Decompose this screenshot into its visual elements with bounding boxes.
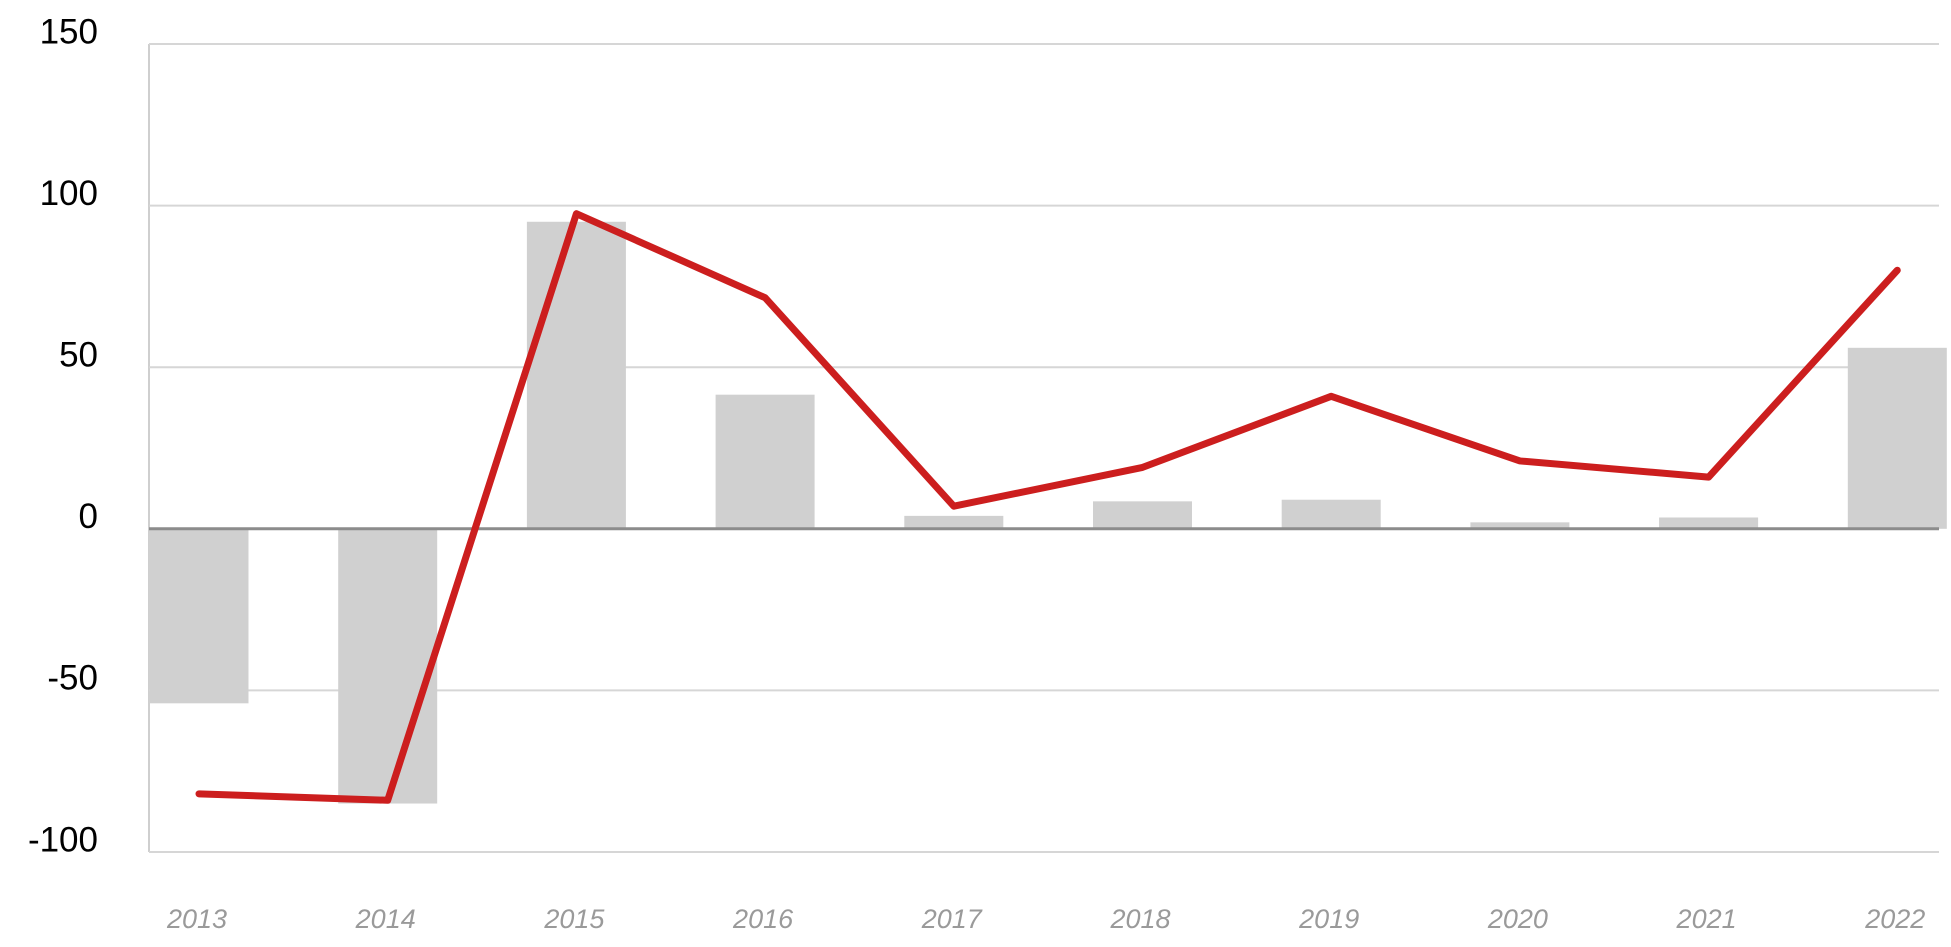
x-tick-label: 2016 [732,904,794,934]
y-tick-label: -50 [47,659,98,698]
bar [1847,347,1947,529]
x-tick-label: 2018 [1109,904,1170,934]
bar [1470,522,1570,529]
y-tick-label: -100 [28,820,98,859]
x-tick-label: 2020 [1487,904,1548,934]
x-tick-label: 2021 [1676,904,1737,934]
y-tick-label: 150 [40,12,98,51]
line [195,210,1901,804]
y-tick-label: 100 [40,174,98,213]
y-tick-label: 0 [79,497,98,536]
y-tick-label: 50 [59,335,98,374]
bar [715,394,815,529]
bar [338,528,438,804]
x-tick-label: 2019 [1298,904,1359,934]
bar [1281,499,1381,529]
bar [904,515,1004,529]
x-tick-label: 2013 [166,904,227,934]
bar [1093,501,1192,529]
x-tick-label: 2015 [543,904,605,934]
x-tick-label: 2022 [1864,904,1925,934]
x-tick-label: 2017 [921,904,983,934]
bar [1659,517,1759,529]
x-tick-label: 2014 [355,904,416,934]
bar [149,528,249,704]
bar [526,221,626,529]
